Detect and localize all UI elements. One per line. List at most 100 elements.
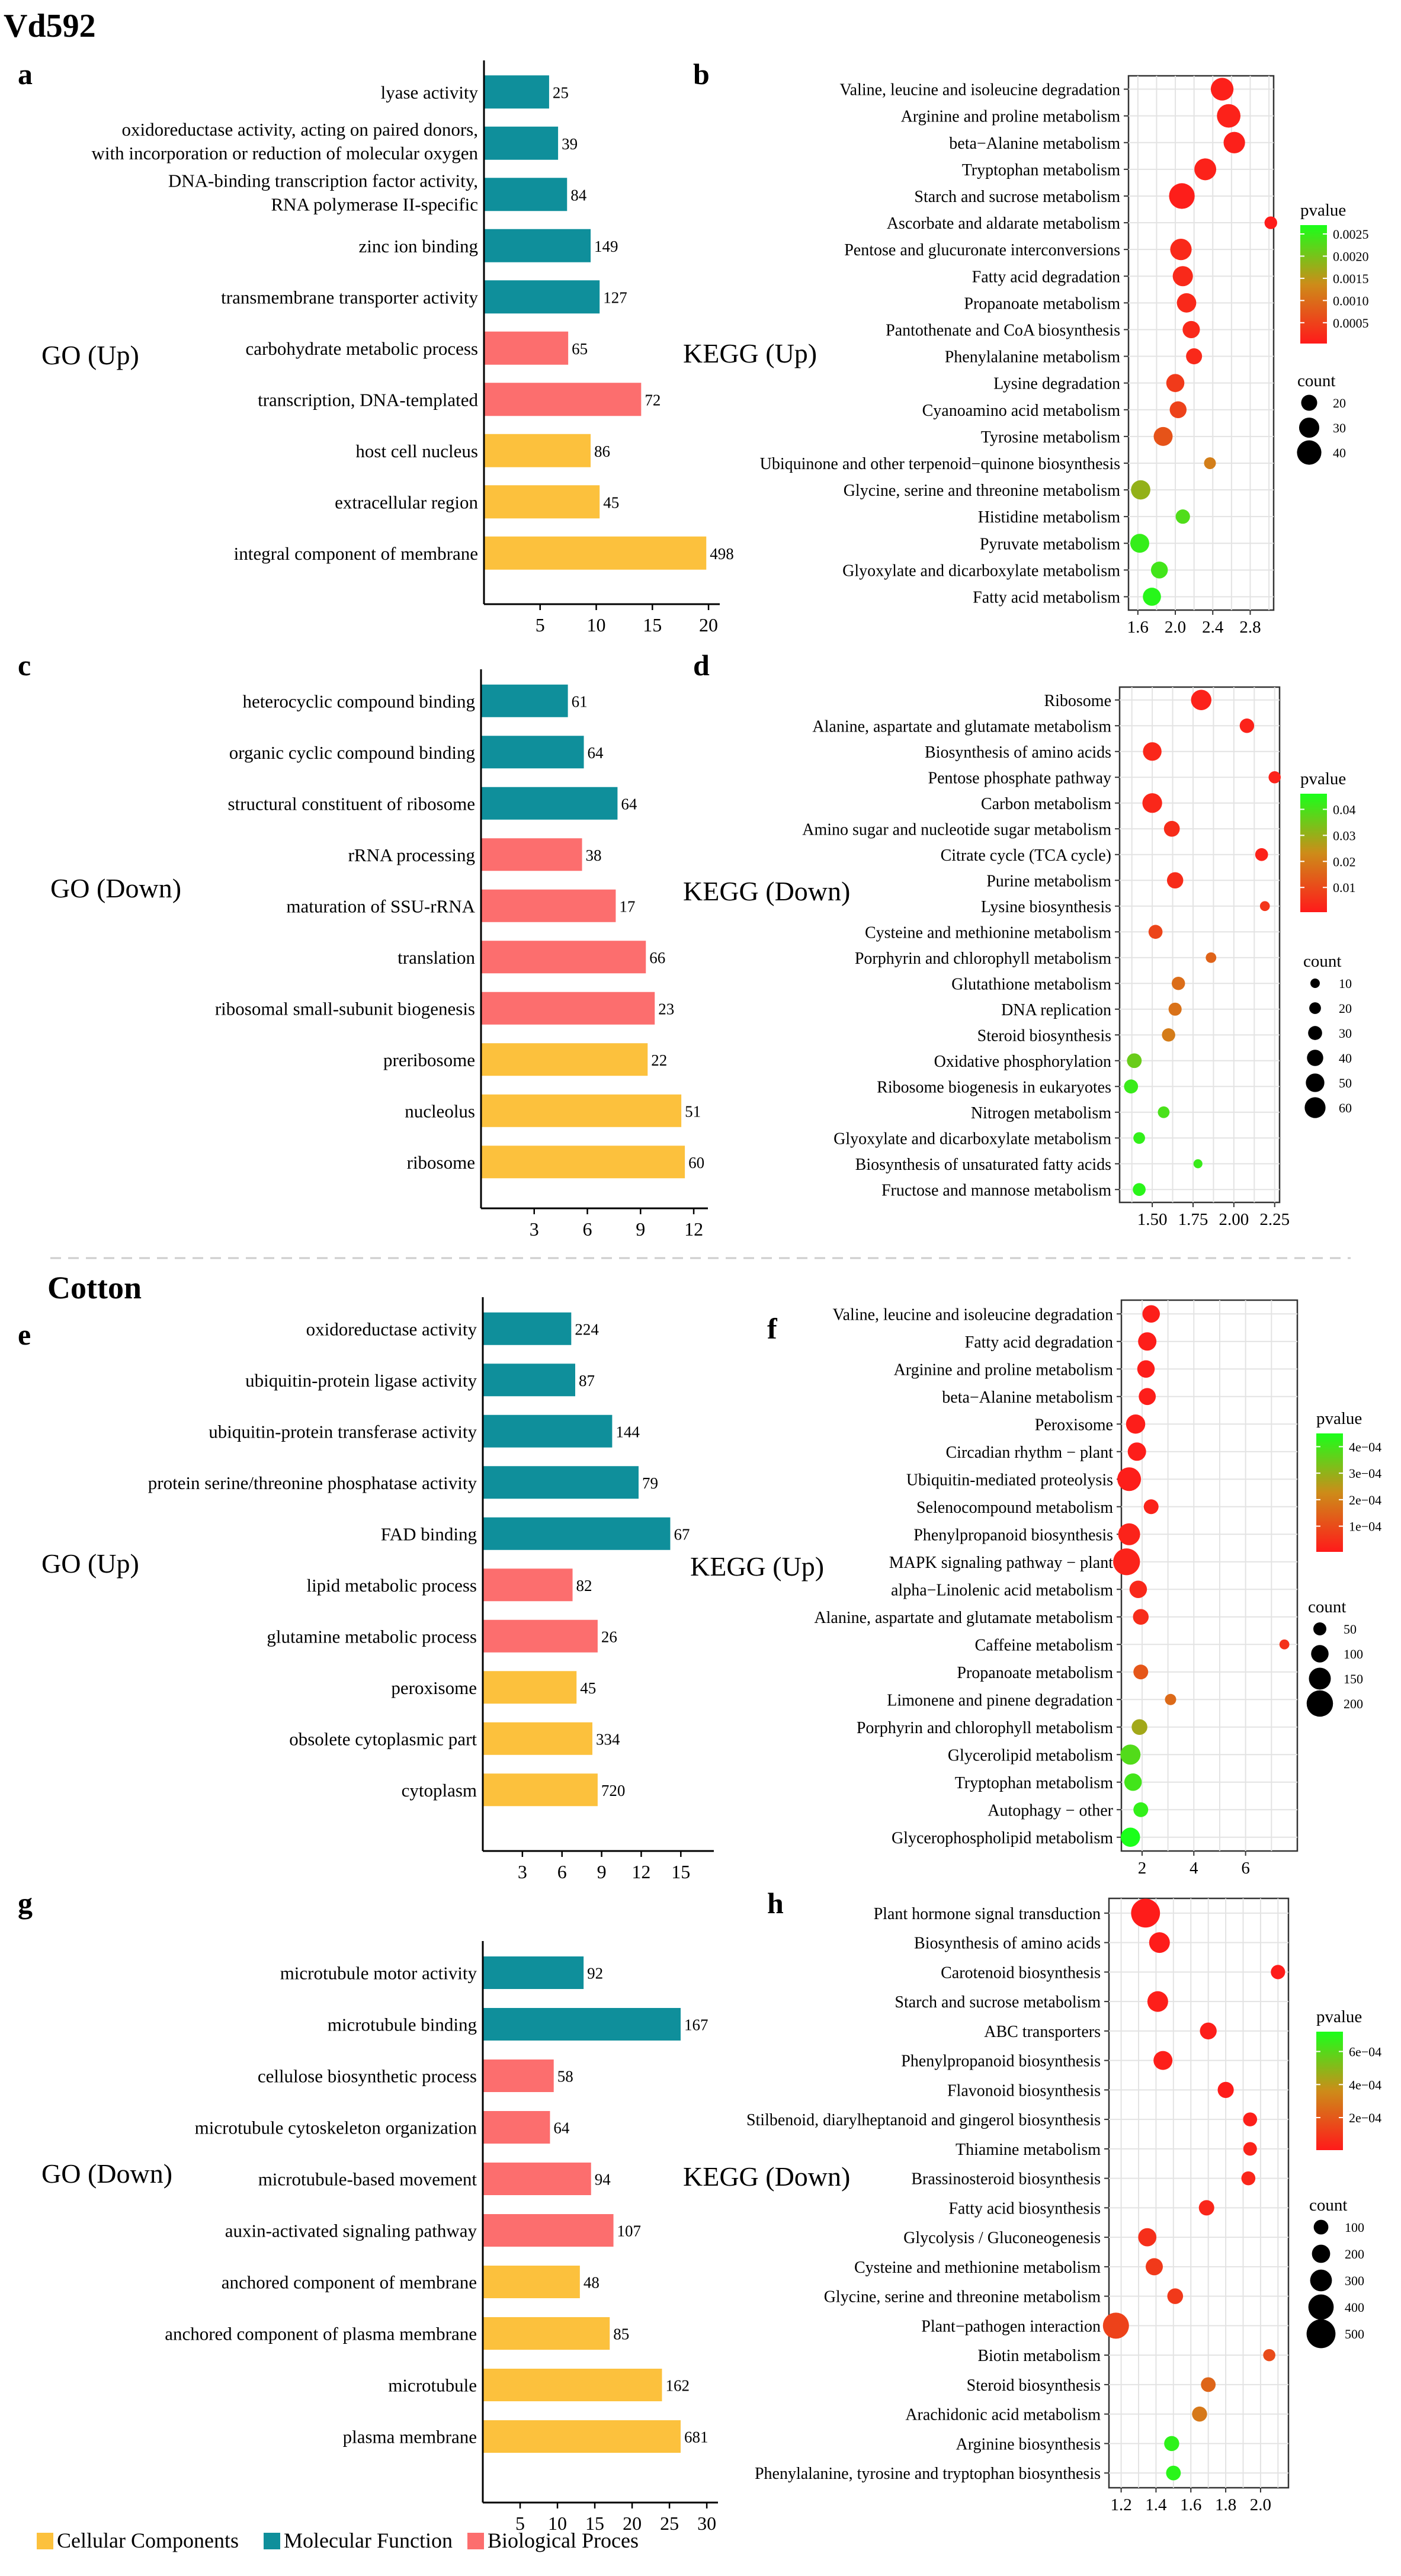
x-tick-label: 3 [518, 1861, 527, 1882]
bar-maturation-of-ssu-rrna [481, 889, 616, 922]
pathway-label: Lysine degradation [993, 375, 1120, 393]
count-legend-label: 60 [1339, 1101, 1352, 1115]
bar-category-label: zinc ion binding [359, 236, 478, 256]
pathway-label: alpha−Linolenic acid metabolism [891, 1581, 1113, 1599]
bar-value-label: 51 [685, 1102, 701, 1120]
bar-value-label: 58 [557, 2068, 573, 2086]
colorbar-tick-label: 0.0025 [1333, 227, 1369, 242]
dot-arachidonic-acid-metabolism [1192, 2406, 1207, 2422]
x-tick-label: 9 [636, 1218, 645, 1240]
legend-swatch-molecular-function [264, 2533, 280, 2549]
dot-porphyrin-and-chlorophyll-metabolism [1206, 952, 1217, 963]
dot-lysine-degradation [1166, 374, 1185, 392]
count-legend-label: 500 [1345, 2327, 1364, 2341]
dot-pyruvate-metabolism [1130, 534, 1149, 553]
pathway-label: Porphyrin and chlorophyll metabolism [855, 949, 1111, 968]
pathway-label: Fatty acid metabolism [973, 588, 1120, 607]
pathway-label: MAPK signaling pathway − plant [889, 1554, 1113, 1572]
bar-extracellular-region [484, 485, 600, 519]
bar-category-label: protein serine/threonine phosphatase act… [148, 1473, 477, 1493]
bar-fad-binding [483, 1517, 671, 1550]
pathway-label: Selenocompound metabolism [916, 1499, 1113, 1517]
dot-propanoate-metabolism [1133, 1664, 1149, 1680]
dot-glutathione-metabolism [1171, 977, 1185, 990]
bar-value-label: 25 [553, 84, 569, 101]
bar-value-label: 162 [665, 2377, 690, 2395]
pathway-label: Circadian rhythm − plant [945, 1443, 1113, 1462]
x-tick-label: 6 [557, 1861, 567, 1882]
colorbar-tick-label: 0.04 [1333, 802, 1356, 817]
bar-category-label: obsolete cytoplasmic part [289, 1728, 477, 1749]
x-tick-label: 1.8 [1215, 2495, 1236, 2514]
bar-category-label: cytoplasm [402, 1780, 477, 1801]
pathway-label: Glutathione metabolism [951, 975, 1111, 993]
dot-glycerophospholipid-metabolism [1121, 1827, 1140, 1847]
bar-heterocyclic-compound-binding [481, 684, 568, 717]
pathway-label: Glycolysis / Gluconeogenesis [903, 2229, 1101, 2247]
dot-pentose-and-glucuronate-interconversions [1170, 239, 1192, 261]
pathway-label: Purine metabolism [986, 872, 1111, 890]
bar-translation [481, 941, 646, 974]
bar-category-label: preribosome [383, 1050, 475, 1070]
dot-purine-metabolism [1166, 872, 1184, 889]
go-panel-title: GO (Down) [41, 2158, 172, 2189]
pathway-label: Pentose phosphate pathway [928, 769, 1112, 787]
dot-starch-and-sucrose-metabolism [1169, 183, 1195, 209]
count-legend-dot [1308, 1026, 1322, 1040]
panel-label-e: e [18, 1318, 31, 1351]
bar-category-label: plasma membrane [343, 2427, 477, 2447]
dot-beta-alanine-metabolism [1139, 1388, 1156, 1406]
dot-abc-transporters [1200, 2022, 1217, 2040]
bar-category-label: anchored component of membrane [222, 2272, 477, 2293]
pathway-label: Caffeine metabolism [974, 1636, 1113, 1654]
dot-alpha-linolenic-acid-metabolism [1129, 1580, 1147, 1598]
pathway-label: Arginine and proline metabolism [901, 108, 1121, 126]
x-tick-label: 4 [1190, 1859, 1198, 1878]
bar-organic-cyclic-compound-binding [481, 736, 584, 769]
pathway-label: Fatty acid degradation [972, 268, 1120, 286]
bar-category-label: anchored component of plasma membrane [165, 2324, 477, 2344]
pathway-label: Pyruvate metabolism [980, 535, 1120, 553]
bar-value-label: 167 [684, 2016, 708, 2034]
dot-limonene-and-pinene-degradation [1165, 1693, 1176, 1705]
count-legend-dot [1304, 1097, 1326, 1118]
count-legend-label: 30 [1339, 1026, 1352, 1041]
kegg-panel-title: KEGG (Up) [683, 338, 817, 368]
plot-frame [1127, 75, 1275, 611]
bar-cytoplasm [483, 1773, 598, 1807]
bar-value-label: 64 [621, 795, 637, 813]
colorbar-tick-label: 0.0010 [1333, 293, 1369, 308]
pathway-label: Steroid biosynthesis [977, 1026, 1111, 1045]
bar-category-label: nucleolus [405, 1101, 475, 1121]
bar-integral-component-of-membrane [484, 536, 707, 570]
dot-plant-pathogen-interaction [1102, 2312, 1129, 2339]
pvalue-colorbar [1300, 794, 1327, 912]
x-tick-label: 1.6 [1180, 2495, 1201, 2514]
count-legend-label: 300 [1345, 2273, 1364, 2288]
pvalue-colorbar [1316, 1433, 1343, 1552]
x-tick-label: 1.2 [1110, 2495, 1131, 2514]
pathway-label: Histidine metabolism [978, 508, 1121, 527]
bar-transmembrane-transporter-activity [484, 280, 600, 314]
pathway-label: Phenylpropanoid biosynthesis [913, 1526, 1113, 1544]
bar-nucleolus [481, 1094, 682, 1127]
count-legend-dot [1306, 1073, 1325, 1092]
dot-ribosome [1191, 689, 1211, 710]
panel-a-go-up-vd592: GO (Up) lyase activity 25 oxidoreductase ac… [41, 60, 734, 636]
bar-value-label: 23 [658, 1000, 674, 1018]
count-legend-label: 40 [1339, 1051, 1352, 1066]
pvalue-legend-title: pvalue [1300, 201, 1346, 220]
x-tick-label: 2.4 [1202, 618, 1224, 637]
count-legend-dot [1309, 1002, 1321, 1014]
dot-pantothenate-and-coa-biosynthesis [1182, 320, 1200, 339]
legend-label-molecular-function: Molecular Function [284, 2529, 453, 2552]
bar-anchored-component-of-membrane [483, 2266, 580, 2298]
colorbar-tick-label: 0.01 [1333, 880, 1356, 895]
x-tick-label: 2.8 [1239, 618, 1261, 637]
x-tick-label: 20 [623, 2513, 642, 2534]
panel-h-kegg-down-cotton: KEGG (Down) Plant hormone signal transduc… [683, 1897, 1381, 2514]
bar-category-label: structural constituent of ribosome [227, 793, 475, 814]
x-tick-label: 20 [699, 614, 718, 636]
pathway-label: Glyoxylate and dicarboxylate metabolism [833, 1130, 1111, 1148]
bar-category-label: microtubule [388, 2375, 477, 2396]
